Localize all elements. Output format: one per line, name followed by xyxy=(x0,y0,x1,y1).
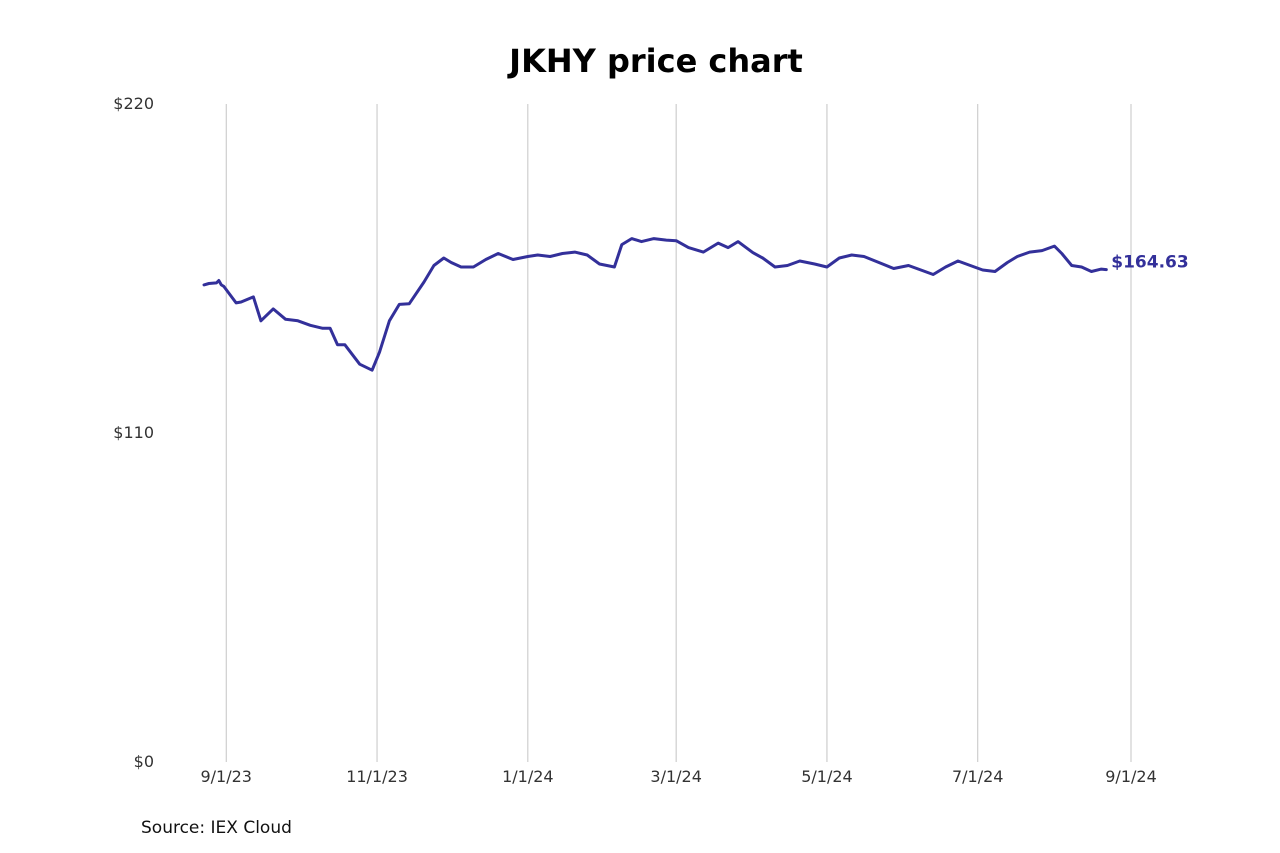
price-line xyxy=(202,237,1108,372)
y-axis-ticks: $0 $110 $220 xyxy=(113,94,154,771)
x-tick-label-4: 5/1/24 xyxy=(801,767,853,786)
x-tick-label-1: 11/1/23 xyxy=(346,767,408,786)
x-tick-label-5: 7/1/24 xyxy=(952,767,1004,786)
x-tick-label-0: 9/1/23 xyxy=(200,767,252,786)
gridlines xyxy=(225,104,1132,762)
source-note: Source: IEX Cloud xyxy=(141,818,292,838)
x-axis-ticks: 9/1/23 11/1/23 1/1/24 3/1/24 5/1/24 7/1/24 9/1… xyxy=(200,767,1156,786)
chart-title: JKHY price chart xyxy=(507,42,803,80)
y-tick-label-0: $0 xyxy=(134,752,154,771)
x-tick-label-3: 3/1/24 xyxy=(650,767,702,786)
last-price-label: $164.63 xyxy=(1111,253,1188,273)
y-tick-label-2: $220 xyxy=(113,94,154,113)
x-tick-label-6: 9/1/24 xyxy=(1105,767,1157,786)
x-tick-label-2: 1/1/24 xyxy=(502,767,554,786)
y-tick-label-1: $110 xyxy=(113,423,154,442)
